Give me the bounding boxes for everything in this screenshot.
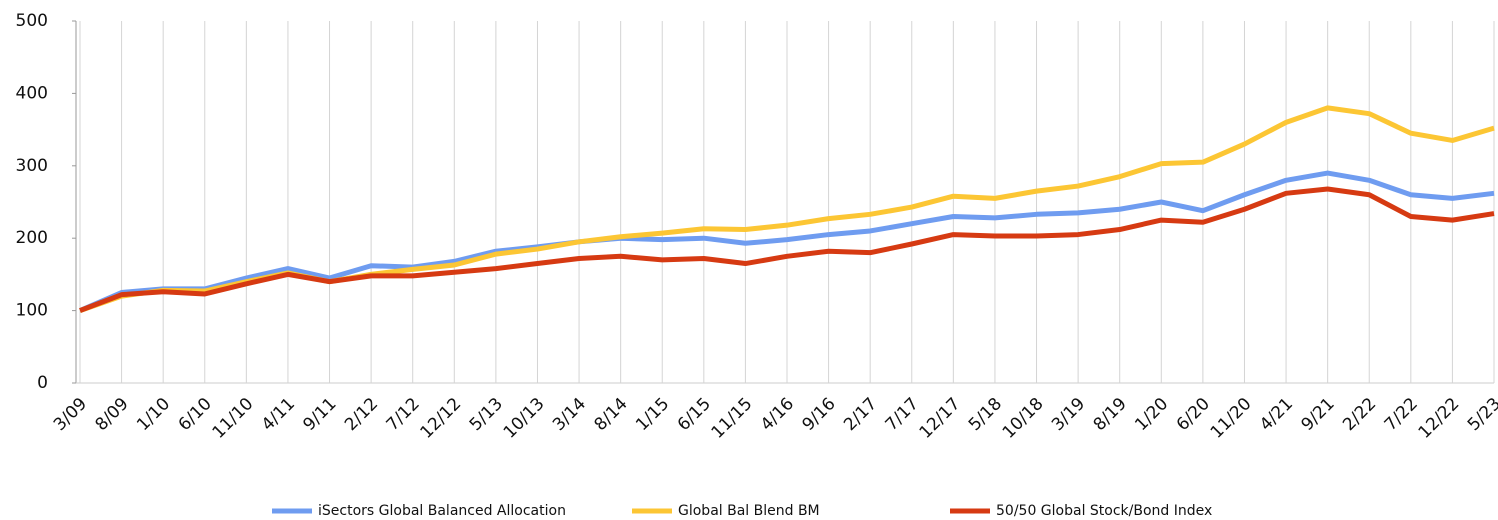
- series-line: [79, 170, 1495, 313]
- legend: iSectors Global Balanced Allocation Globa…: [272, 503, 1212, 519]
- x-tick-label: 4/11: [258, 394, 299, 435]
- x-tick-label: 12/17: [916, 394, 965, 443]
- legend-label: Global Bal Blend BM: [678, 503, 820, 519]
- x-tick-label: 8/14: [591, 394, 632, 435]
- y-tick-label: 0: [37, 373, 48, 393]
- x-tick-label: 9/16: [799, 394, 840, 435]
- x-tick-label: 1/10: [133, 394, 174, 435]
- series-line: [79, 186, 1495, 313]
- x-tick-label: 11/20: [1207, 394, 1256, 443]
- x-tick-label: 9/21: [1298, 394, 1339, 435]
- x-tick-label: 10/18: [999, 394, 1048, 443]
- legend-label: 50/50 Global Stock/Bond Index: [996, 503, 1212, 519]
- x-tick-label: 3/09: [50, 394, 91, 435]
- x-tick-label: 5/23: [1464, 394, 1498, 435]
- y-tick-label: 400: [16, 83, 48, 103]
- legend-label: iSectors Global Balanced Allocation: [318, 503, 566, 519]
- x-tick-label: 1/20: [1131, 394, 1172, 435]
- x-tick-label: 11/10: [209, 394, 258, 443]
- x-tick-label: 12/12: [417, 394, 466, 443]
- x-tick-label: 1/15: [632, 394, 673, 435]
- x-tick-label: 9/11: [299, 394, 340, 435]
- y-tick-label: 300: [16, 156, 48, 176]
- y-tick-label: 200: [16, 228, 48, 248]
- x-tick-label: 8/09: [92, 394, 133, 435]
- x-tick-label: 10/13: [500, 394, 549, 443]
- x-tick-label: 11/15: [708, 394, 757, 443]
- x-tick-label: 2/12: [341, 394, 382, 435]
- x-tick-label: 2/17: [840, 394, 881, 435]
- x-tick-label: 8/19: [1090, 394, 1131, 435]
- x-tick-label: 3/14: [549, 394, 590, 435]
- y-tick-label: 100: [16, 301, 48, 321]
- x-tick-label: 2/22: [1339, 394, 1380, 435]
- x-tick-label: 12/22: [1415, 394, 1464, 443]
- x-tick-label: 4/21: [1256, 394, 1297, 435]
- x-tick-label: 3/19: [1048, 394, 1089, 435]
- x-tick-label: 4/16: [757, 394, 798, 435]
- y-tick-label: 500: [16, 11, 48, 31]
